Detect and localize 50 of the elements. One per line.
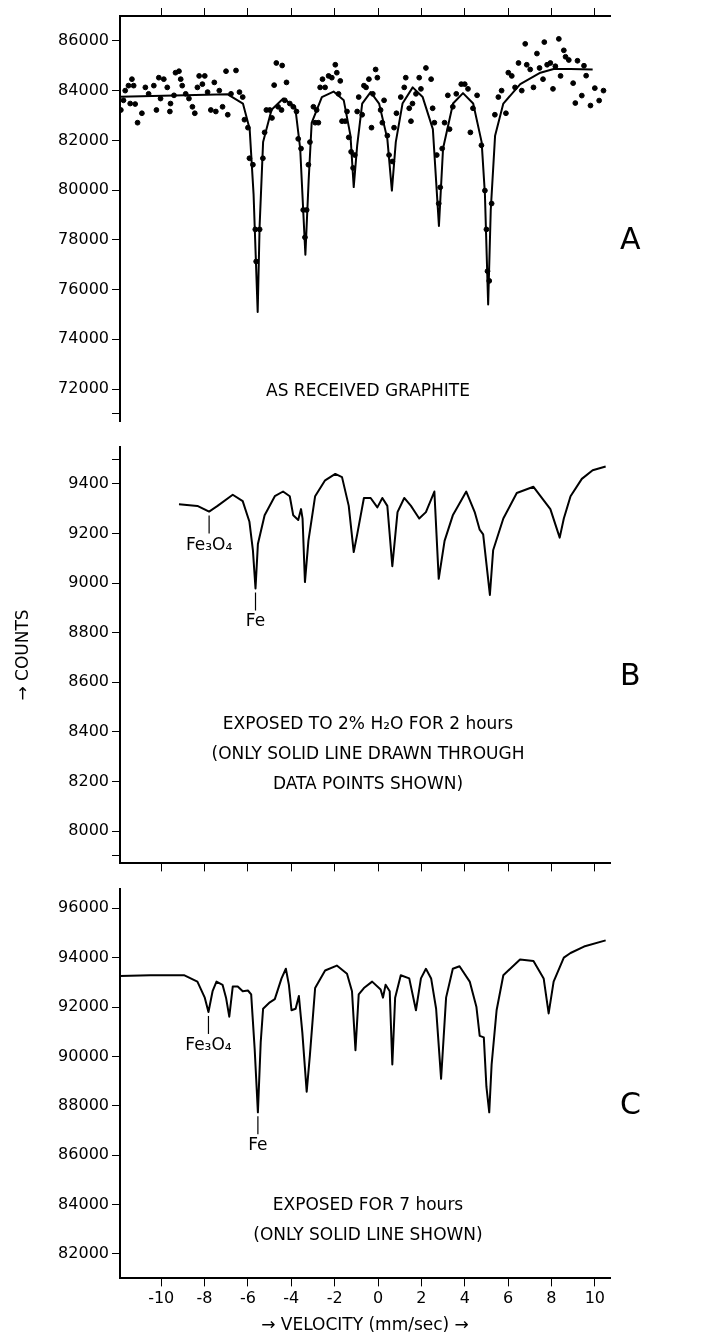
annotation: DATA POINTS SHOWN) [272, 772, 464, 793]
annotation: Fe [248, 1134, 268, 1155]
x-tick-label: -2 [326, 1288, 343, 1308]
x-tick-label: 2 [416, 1288, 427, 1308]
x-tick-label: 0 [372, 1288, 384, 1308]
text: A [620, 220, 641, 256]
annotation: (ONLY SOLID LINE DRAWN THROUGH [211, 742, 525, 763]
y-tick-label: 78000 [58, 229, 109, 248]
x-tick-label: -8 [196, 1288, 213, 1308]
y-tick-label: 84000 [58, 79, 109, 99]
y-tick-label: 86000 [58, 30, 109, 50]
annotation: AS RECEIVED GRAPHITE [266, 380, 470, 401]
text: B [620, 657, 641, 692]
y-tick-label: 82000 [58, 1242, 109, 1262]
y-tick-label: 9400 [68, 472, 109, 492]
text: C [620, 1085, 641, 1121]
y-tick-label: 86000 [58, 1144, 109, 1164]
y-tick-label: 74000 [58, 328, 109, 348]
y-tick-label: 8800 [68, 621, 109, 641]
y-tick-label: 84000 [58, 1193, 109, 1213]
y-tick-label: 92000 [58, 996, 109, 1016]
annotation: EXPOSED TO 2% H₂O FOR 2 hours [222, 712, 514, 733]
y-tick-label: 8600 [68, 671, 109, 691]
y-tick-label: 8000 [68, 820, 109, 840]
y-tick-label: 80000 [58, 179, 109, 199]
y-tick-label: 94000 [58, 946, 109, 966]
annotation: Fe [245, 610, 266, 631]
y-tick-label: 72000 [58, 378, 109, 398]
annotation: EXPOSED FOR 7 hours [272, 1193, 464, 1214]
y-tick-label: 96000 [58, 897, 109, 917]
x-tick-label: -10 [148, 1288, 175, 1308]
annotation: Fe₃O₄ [185, 533, 233, 554]
x-tick-label: -6 [239, 1288, 256, 1308]
x-tick-label: 6 [503, 1288, 514, 1308]
y-tick-label: 9200 [68, 522, 109, 542]
x-tick-label: 10 [584, 1288, 605, 1308]
y-tick-label: 8400 [68, 721, 109, 741]
y-tick-label: 76000 [58, 278, 109, 298]
annotation: Fe₃O₄ [185, 1033, 232, 1054]
y-tick-label: 8200 [68, 770, 109, 790]
y-tick-label: 90000 [58, 1045, 109, 1065]
x-tick-label: -4 [283, 1288, 300, 1308]
x-axis-title: → VELOCITY (mm/sec) → [261, 1314, 469, 1335]
x-tick-label: 8 [546, 1288, 557, 1308]
annotation: (ONLY SOLID LINE SHOWN) [253, 1223, 483, 1244]
y-axis-title: → COUNTS [12, 609, 33, 701]
y-tick-label: 9000 [68, 572, 109, 592]
y-tick-label: 88000 [58, 1094, 109, 1114]
y-tick-label: 82000 [58, 129, 109, 149]
x-tick-label: 4 [459, 1288, 470, 1308]
